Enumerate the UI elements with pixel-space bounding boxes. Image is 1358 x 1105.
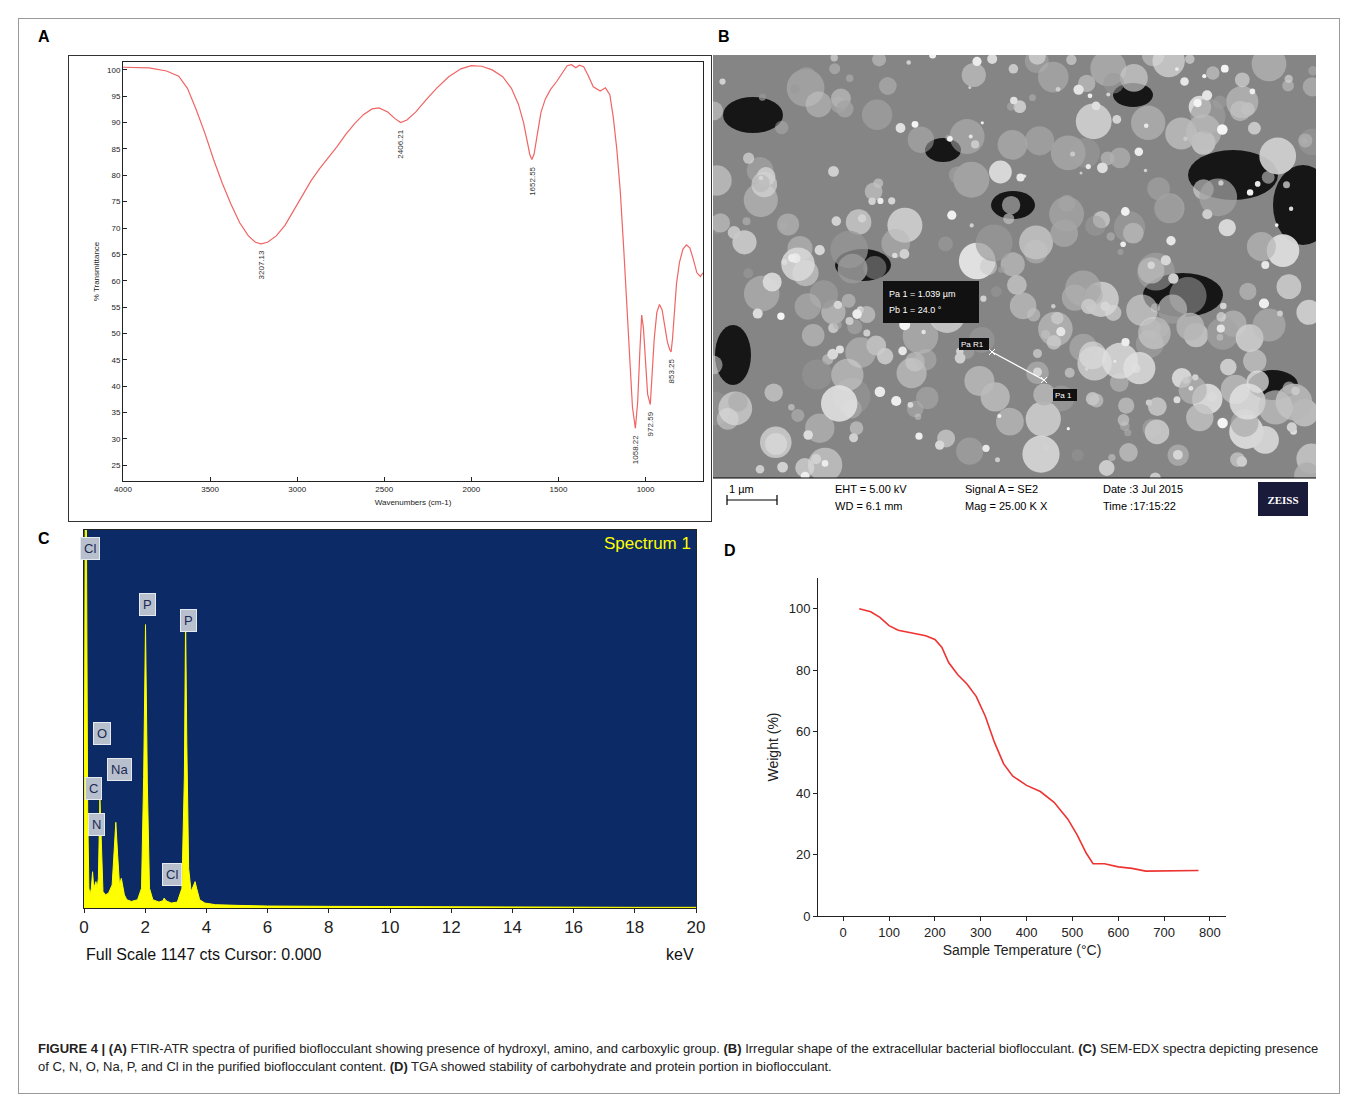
svg-text:Spectrum 1: Spectrum 1 [604, 534, 691, 553]
svg-text:Cl: Cl [84, 541, 96, 556]
svg-text:1000: 1000 [637, 485, 655, 494]
svg-text:3000: 3000 [288, 485, 306, 494]
svg-text:853.25: 853.25 [667, 358, 676, 383]
svg-text:0: 0 [803, 909, 810, 924]
svg-text:20: 20 [796, 847, 810, 862]
svg-text:Pa R1: Pa R1 [961, 340, 984, 349]
svg-text:3207.13: 3207.13 [257, 250, 266, 279]
svg-text:0: 0 [79, 918, 88, 937]
svg-text:1058.22: 1058.22 [631, 435, 640, 464]
svg-text:80: 80 [111, 171, 120, 180]
svg-text:80: 80 [796, 663, 810, 678]
svg-text:300: 300 [970, 925, 992, 940]
svg-text:4000: 4000 [114, 485, 132, 494]
svg-text:Weight (%): Weight (%) [765, 713, 781, 782]
svg-text:700: 700 [1153, 925, 1175, 940]
svg-text:60: 60 [111, 277, 120, 286]
svg-text:95: 95 [111, 92, 120, 101]
svg-text:70: 70 [111, 224, 120, 233]
svg-text:8: 8 [324, 918, 333, 937]
svg-text:Pa 1 = 1.039 µm: Pa 1 = 1.039 µm [889, 289, 955, 299]
svg-text:800: 800 [1199, 925, 1221, 940]
svg-text:12: 12 [442, 918, 461, 937]
svg-text:200: 200 [924, 925, 946, 940]
svg-text:85: 85 [111, 145, 120, 154]
svg-text:4: 4 [202, 918, 211, 937]
svg-text:40: 40 [796, 786, 810, 801]
svg-text:25: 25 [111, 461, 120, 470]
svg-text:400: 400 [1016, 925, 1038, 940]
svg-text:65: 65 [111, 250, 120, 259]
html-text:D: D [724, 542, 736, 559]
svg-text:35: 35 [111, 408, 120, 417]
svg-text:45: 45 [111, 356, 120, 365]
svg-text:100: 100 [878, 925, 900, 940]
html-text:B: B [718, 28, 730, 45]
svg-text:Date :3 Jul 2015: Date :3 Jul 2015 [1103, 483, 1183, 495]
svg-text:100: 100 [789, 601, 811, 616]
svg-text:Pa 1: Pa 1 [1055, 391, 1072, 400]
html-text:C: C [38, 530, 50, 547]
svg-text:N: N [92, 817, 101, 832]
svg-text:55: 55 [111, 303, 120, 312]
svg-text:16: 16 [564, 918, 583, 937]
svg-text:600: 600 [1107, 925, 1129, 940]
svg-text:Pb 1 = 24.0 °: Pb 1 = 24.0 ° [889, 305, 942, 315]
svg-text:Full Scale 1147 cts Cursor: 0.: Full Scale 1147 cts Cursor: 0.000 [86, 946, 321, 963]
svg-text:Wavenumbers (cm-1): Wavenumbers (cm-1) [375, 498, 452, 507]
svg-text:0: 0 [840, 925, 847, 940]
html-text:A: A [38, 28, 50, 45]
svg-text:1652.55: 1652.55 [528, 166, 537, 195]
svg-text:Time :17:15:22: Time :17:15:22 [1103, 500, 1176, 512]
svg-text:Mag = 25.00 K X: Mag = 25.00 K X [965, 500, 1048, 512]
svg-text:Signal A = SE2: Signal A = SE2 [965, 483, 1038, 495]
svg-text:Na: Na [111, 762, 128, 777]
svg-text:10: 10 [381, 918, 400, 937]
svg-text:ZEISS: ZEISS [1267, 494, 1298, 506]
svg-text:2500: 2500 [375, 485, 393, 494]
svg-text:1 µm: 1 µm [729, 483, 754, 495]
svg-text:Cl: Cl [166, 867, 178, 882]
svg-text:14: 14 [503, 918, 522, 937]
svg-text:P: P [184, 613, 193, 628]
svg-text:% Transmittance: % Transmittance [92, 241, 101, 301]
svg-text:O: O [97, 726, 107, 741]
svg-text:Sample Temperature (°C): Sample Temperature (°C) [943, 942, 1102, 958]
svg-text:30: 30 [111, 435, 120, 444]
svg-text:500: 500 [1062, 925, 1084, 940]
svg-text:60: 60 [796, 724, 810, 739]
svg-text:keV: keV [666, 946, 694, 963]
svg-text:18: 18 [625, 918, 644, 937]
svg-text:972.59: 972.59 [646, 411, 655, 436]
svg-text:1500: 1500 [550, 485, 568, 494]
svg-text:2406.21: 2406.21 [396, 129, 405, 158]
svg-text:100: 100 [107, 66, 121, 75]
svg-text:P: P [143, 597, 152, 612]
svg-text:90: 90 [111, 118, 120, 127]
svg-text:WD = 6.1 mm: WD = 6.1 mm [835, 500, 903, 512]
svg-text:50: 50 [111, 329, 120, 338]
svg-text:2000: 2000 [462, 485, 480, 494]
svg-text:20: 20 [687, 918, 706, 937]
svg-text:3500: 3500 [201, 485, 219, 494]
svg-text:40: 40 [111, 382, 120, 391]
svg-text:EHT = 5.00 kV: EHT = 5.00 kV [835, 483, 907, 495]
html-text:FIGURE 4 | (A) FTIR-ATR spectr: FIGURE 4 | (A) FTIR-ATR spectra of purif… [38, 1041, 1319, 1075]
svg-text:C: C [89, 781, 98, 796]
svg-text:75: 75 [111, 197, 120, 206]
svg-text:6: 6 [263, 918, 272, 937]
svg-text:2: 2 [140, 918, 149, 937]
